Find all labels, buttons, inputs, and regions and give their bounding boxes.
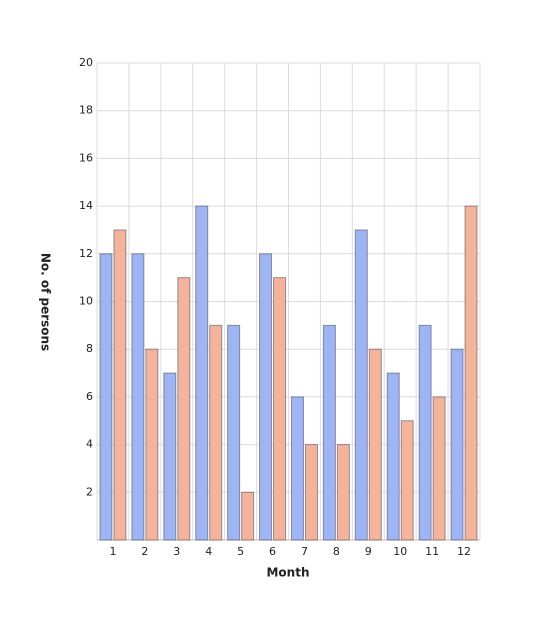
x-tick-label: 2 (141, 545, 148, 558)
y-tick-label: 18 (79, 104, 93, 117)
y-tick-label: 8 (86, 342, 93, 355)
x-tick-label: 6 (269, 545, 276, 558)
bar (113, 229, 127, 541)
bar (163, 372, 177, 541)
bar (400, 420, 414, 541)
x-tick-label: 8 (333, 545, 340, 558)
x-tick-label: 3 (173, 545, 180, 558)
bar (336, 444, 350, 541)
bar (241, 491, 255, 541)
bar (418, 324, 432, 541)
bar (131, 253, 145, 541)
y-tick-label: 2 (86, 485, 93, 498)
x-axis-title: Month (266, 566, 309, 580)
bar (99, 253, 113, 541)
bar (322, 324, 336, 541)
y-axis-title: No. of persons (39, 253, 53, 351)
x-tick-label: 4 (205, 545, 212, 558)
bar (273, 277, 287, 541)
bar (450, 348, 464, 541)
bar (386, 372, 400, 541)
bar (304, 444, 318, 541)
bar (290, 396, 304, 541)
bar (209, 324, 223, 541)
x-tick-label: 9 (365, 545, 372, 558)
bar (227, 324, 241, 541)
x-tick-label: 7 (301, 545, 308, 558)
y-tick-label: 12 (79, 247, 93, 260)
bar (432, 396, 446, 541)
x-tick-label: 11 (425, 545, 439, 558)
bar (464, 205, 478, 541)
y-tick-label: 10 (79, 295, 93, 308)
y-tick-label: 6 (86, 390, 93, 403)
x-tick-label: 10 (393, 545, 407, 558)
bar (145, 348, 159, 541)
y-tick-label: 14 (79, 199, 93, 212)
x-tick-label: 1 (109, 545, 116, 558)
bar (368, 348, 382, 541)
x-tick-label: 12 (457, 545, 471, 558)
bar (259, 253, 273, 541)
bar (354, 229, 368, 541)
bar (195, 205, 209, 541)
y-tick-label: 4 (86, 438, 93, 451)
y-tick-label: 20 (79, 56, 93, 69)
y-tick-label: 16 (79, 151, 93, 164)
bar (177, 277, 191, 541)
x-tick-label: 5 (237, 545, 244, 558)
